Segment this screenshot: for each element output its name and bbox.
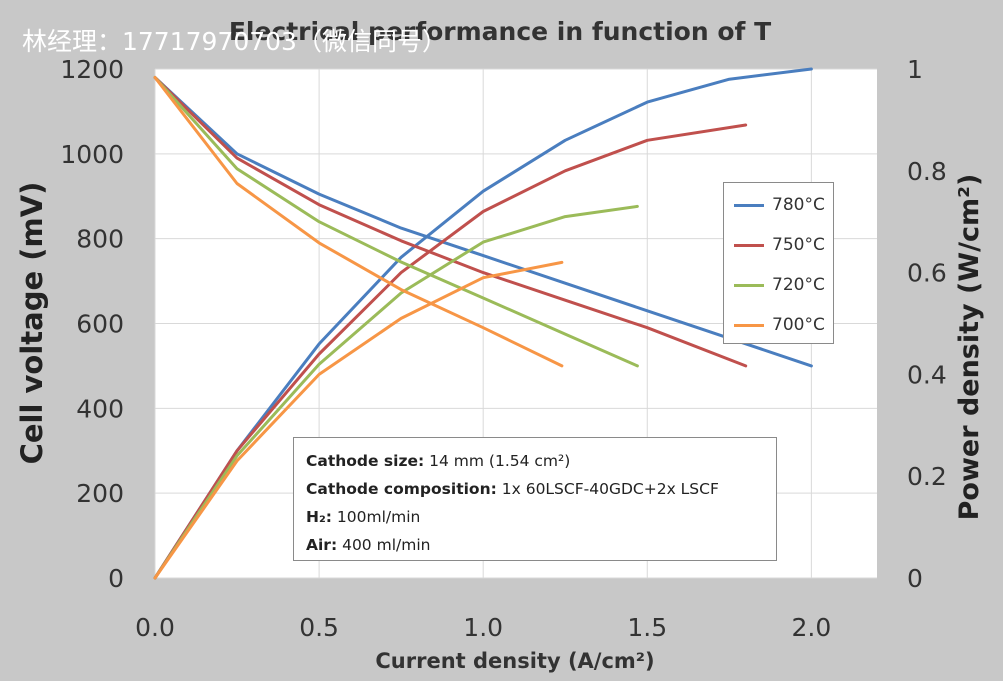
legend-swatch [734, 283, 764, 287]
legend-swatch [734, 323, 764, 327]
axes: 0.0 0.5 1.0 1.5 2.0 0 200 400 600 800 1000 1200 0 0.2… [60, 55, 946, 642]
legend-label: 700°C [772, 315, 825, 335]
legend-item: 720°C [734, 273, 825, 297]
y-tick-label: 800 [76, 225, 124, 254]
power-line [153, 204, 639, 580]
x-tick-label: 0.5 [299, 613, 339, 642]
y-tick-label: 1000 [60, 140, 124, 169]
y2-tick-label: 0.6 [907, 259, 947, 288]
legend-label: 720°C [772, 275, 825, 295]
legend-label: 780°C [772, 195, 825, 215]
legend-swatch [734, 243, 764, 247]
legend-item: 780°C [734, 193, 825, 217]
annotation-line: Cathode size: 14 mm (1.54 cm²) [306, 447, 764, 475]
y-tick-label: 600 [76, 310, 124, 339]
y2-tick-label: 0.2 [907, 462, 947, 491]
x-axis-label: Current density (A/cm²) [375, 649, 654, 673]
x-tick-label: 2.0 [791, 613, 831, 642]
y-tick-label: 1200 [60, 55, 124, 84]
voltage-line [153, 76, 639, 368]
y2-tick-label: 0.8 [907, 157, 947, 186]
y-axis-label: Cell voltage (mV) [15, 182, 49, 465]
annotation-box: Cathode size: 14 mm (1.54 cm²) Cathode c… [293, 437, 777, 561]
legend-label: 750°C [772, 235, 825, 255]
annotation-label: Cathode size: [306, 452, 425, 470]
legend-swatch [734, 203, 764, 207]
annotation-label: Air: [306, 536, 338, 554]
voltage-line [153, 76, 564, 368]
y-tick-label: 400 [76, 394, 124, 423]
y2-tick-label: 0.4 [907, 360, 947, 389]
y2-tick-label: 1 [907, 55, 923, 84]
chart-title: Electrical performance in function of T [229, 17, 771, 46]
annotation-value: 14 mm (1.54 cm²) [424, 452, 571, 470]
y-tick-label: 0 [108, 564, 124, 593]
x-tick-label: 0.0 [135, 613, 175, 642]
power-line [153, 260, 564, 580]
annotation-label: H₂: [306, 508, 332, 526]
power-line [153, 123, 748, 580]
y-tick-label: 200 [76, 479, 124, 508]
series-layer [153, 67, 813, 580]
annotation-line: Air: 400 ml/min [306, 531, 764, 559]
legend-item: 700°C [734, 313, 825, 337]
annotation-label: Cathode composition: [306, 480, 497, 498]
annotation-line: Cathode composition: 1x 60LSCF-40GDC+2x … [306, 475, 764, 503]
voltage-line [153, 76, 748, 368]
legend-item: 750°C [734, 233, 825, 257]
y2-tick-label: 0 [907, 564, 923, 593]
y2-axis-label: Power density (W/cm²) [954, 174, 985, 521]
power-line [153, 67, 813, 580]
watermark: 林经理：17717970703（微信同号） [22, 27, 447, 56]
annotation-line: H₂: 100ml/min [306, 503, 764, 531]
annotation-value: 100ml/min [331, 508, 421, 526]
legend: 780°C 750°C 720°C 700°C [723, 182, 834, 344]
x-tick-label: 1.0 [463, 613, 503, 642]
annotation-value: 1x 60LSCF-40GDC+2x LSCF [496, 480, 719, 498]
voltage-line [153, 76, 813, 368]
x-tick-label: 1.5 [627, 613, 667, 642]
annotation-value: 400 ml/min [337, 536, 431, 554]
